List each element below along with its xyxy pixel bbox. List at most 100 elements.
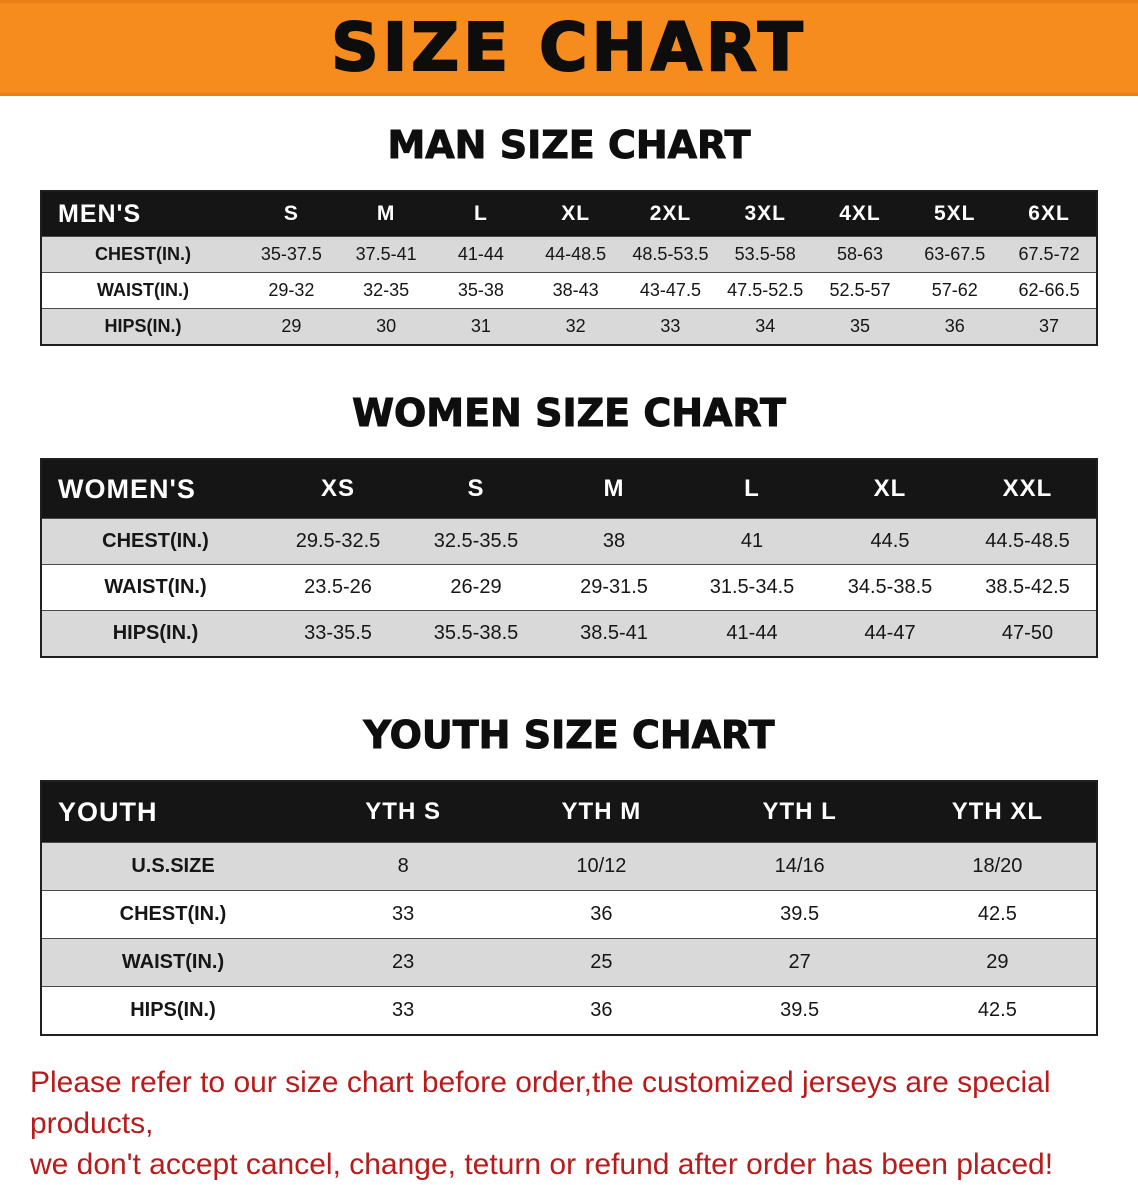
size-value-cell: 27 — [700, 938, 899, 987]
size-value-cell: 42.5 — [898, 890, 1097, 939]
size-value-cell: 63-67.5 — [907, 236, 1003, 273]
row-label: WAIST(IN.) — [41, 564, 269, 611]
size-value-cell: 37.5-41 — [338, 236, 434, 273]
size-value-cell: 42.5 — [898, 986, 1097, 1035]
size-value-cell: 29-31.5 — [545, 564, 683, 611]
size-value-cell: 38 — [545, 518, 683, 565]
table-header-row: WOMEN'S XS S M L XL XXL — [41, 459, 1097, 519]
size-value-cell: 44.5 — [821, 518, 959, 565]
footer-note: Please refer to our size chart before or… — [0, 1062, 1138, 1185]
size-value-cell: 41-44 — [433, 236, 529, 273]
youth-section-heading: YOUTH SIZE CHART — [363, 713, 775, 758]
women-size-table: WOMEN'S XS S M L XL XXL CHEST(IN.) 29.5-32.5 32.5… — [40, 458, 1098, 658]
page-title: SIZE CHART — [330, 9, 807, 86]
size-column-header: XS — [269, 459, 407, 519]
size-value-cell: 33 — [623, 308, 718, 345]
size-value-cell: 47-50 — [959, 610, 1097, 657]
size-column-header: 3XL — [717, 191, 813, 237]
size-value-cell: 23.5-26 — [269, 564, 407, 611]
size-value-cell: 58-63 — [812, 236, 908, 273]
size-value-cell: 32.5-35.5 — [407, 518, 545, 565]
size-column-header: M — [338, 191, 434, 237]
size-value-cell: 18/20 — [898, 842, 1097, 891]
size-column-header: 4XL — [812, 191, 908, 237]
size-column-header: YTH XL — [898, 781, 1097, 843]
size-value-cell: 52.5-57 — [812, 272, 908, 309]
table-row: CHEST(IN.) 29.5-32.5 32.5-35.5 38 41 44.5 44.5… — [41, 518, 1097, 565]
table-row: WAIST(IN.) 23 25 27 29 — [41, 938, 1097, 987]
size-value-cell: 36 — [907, 308, 1003, 345]
size-value-cell: 32 — [528, 308, 624, 345]
table-corner-label: YOUTH — [41, 781, 304, 843]
size-column-header: S — [244, 191, 339, 237]
size-column-header: L — [433, 191, 529, 237]
size-value-cell: 38-43 — [528, 272, 624, 309]
row-label: U.S.SIZE — [41, 842, 304, 891]
size-column-header: 6XL — [1002, 191, 1097, 237]
size-value-cell: 26-29 — [407, 564, 545, 611]
row-label: WAIST(IN.) — [41, 272, 244, 309]
size-chart-banner: SIZE CHART — [0, 0, 1138, 96]
size-column-header: L — [683, 459, 821, 519]
size-column-header: 5XL — [907, 191, 1003, 237]
size-value-cell: 35 — [812, 308, 908, 345]
size-value-cell: 8 — [304, 842, 503, 891]
footer-line: Please refer to our size chart before or… — [30, 1066, 1051, 1140]
size-value-cell: 32-35 — [338, 272, 434, 309]
size-value-cell: 62-66.5 — [1002, 272, 1097, 309]
men-size-table: MEN'S S M L XL 2XL 3XL 4XL 5XL 6XL CHEST(IN.) 35-37… — [40, 190, 1098, 346]
size-value-cell: 38.5-41 — [545, 610, 683, 657]
size-column-header: YTH L — [700, 781, 899, 843]
size-column-header: M — [545, 459, 683, 519]
size-column-header: YTH M — [502, 781, 701, 843]
size-value-cell: 29.5-32.5 — [269, 518, 407, 565]
size-value-cell: 35.5-38.5 — [407, 610, 545, 657]
table-row: HIPS(IN.) 29 30 31 32 33 34 35 36 37 — [41, 308, 1097, 345]
size-column-header: S — [407, 459, 545, 519]
youth-size-table: YOUTH YTH S YTH M YTH L YTH XL U.S.SIZE 8 10/12… — [40, 780, 1098, 1036]
size-value-cell: 36 — [502, 890, 701, 939]
size-value-cell: 57-62 — [907, 272, 1003, 309]
size-value-cell: 31 — [433, 308, 529, 345]
size-value-cell: 30 — [338, 308, 434, 345]
size-value-cell: 38.5-42.5 — [959, 564, 1097, 611]
size-value-cell: 43-47.5 — [623, 272, 718, 309]
size-value-cell: 39.5 — [700, 986, 899, 1035]
size-value-cell: 53.5-58 — [717, 236, 813, 273]
size-value-cell: 47.5-52.5 — [717, 272, 813, 309]
size-value-cell: 44-48.5 — [528, 236, 624, 273]
size-value-cell: 29-32 — [244, 272, 339, 309]
row-label: CHEST(IN.) — [41, 518, 269, 565]
footer-line: we don't accept cancel, change, teturn o… — [30, 1148, 1054, 1181]
size-value-cell: 34.5-38.5 — [821, 564, 959, 611]
size-value-cell: 33-35.5 — [269, 610, 407, 657]
size-value-cell: 10/12 — [502, 842, 701, 891]
size-value-cell: 44-47 — [821, 610, 959, 657]
size-column-header: YTH S — [304, 781, 503, 843]
size-value-cell: 33 — [304, 890, 503, 939]
table-row: CHEST(IN.) 35-37.5 37.5-41 41-44 44-48.5 48.5… — [41, 236, 1097, 273]
women-section-heading: WOMEN SIZE CHART — [352, 391, 787, 436]
size-column-header: XL — [821, 459, 959, 519]
table-header-row: YOUTH YTH S YTH M YTH L YTH XL — [41, 781, 1097, 843]
size-value-cell: 25 — [502, 938, 701, 987]
size-value-cell: 23 — [304, 938, 503, 987]
table-row: WAIST(IN.) 23.5-26 26-29 29-31.5 31.5-34.5 34… — [41, 564, 1097, 611]
size-value-cell: 39.5 — [700, 890, 899, 939]
size-value-cell: 31.5-34.5 — [683, 564, 821, 611]
row-label: HIPS(IN.) — [41, 986, 304, 1035]
size-value-cell: 41-44 — [683, 610, 821, 657]
row-label: CHEST(IN.) — [41, 890, 304, 939]
men-section-heading: MAN SIZE CHART — [387, 123, 751, 168]
table-row: CHEST(IN.) 33 36 39.5 42.5 — [41, 890, 1097, 939]
size-value-cell: 33 — [304, 986, 503, 1035]
table-row: WAIST(IN.) 29-32 32-35 35-38 38-43 43-47.5 47.… — [41, 272, 1097, 309]
table-row: U.S.SIZE 8 10/12 14/16 18/20 — [41, 842, 1097, 891]
table-header-row: MEN'S S M L XL 2XL 3XL 4XL 5XL 6XL — [41, 191, 1097, 237]
table-row: HIPS(IN.) 33 36 39.5 42.5 — [41, 986, 1097, 1035]
size-column-header: XL — [528, 191, 624, 237]
size-value-cell: 14/16 — [700, 842, 899, 891]
size-value-cell: 29 — [244, 308, 339, 345]
size-value-cell: 37 — [1002, 308, 1097, 345]
table-row: HIPS(IN.) 33-35.5 35.5-38.5 38.5-41 41-44 44-… — [41, 610, 1097, 657]
